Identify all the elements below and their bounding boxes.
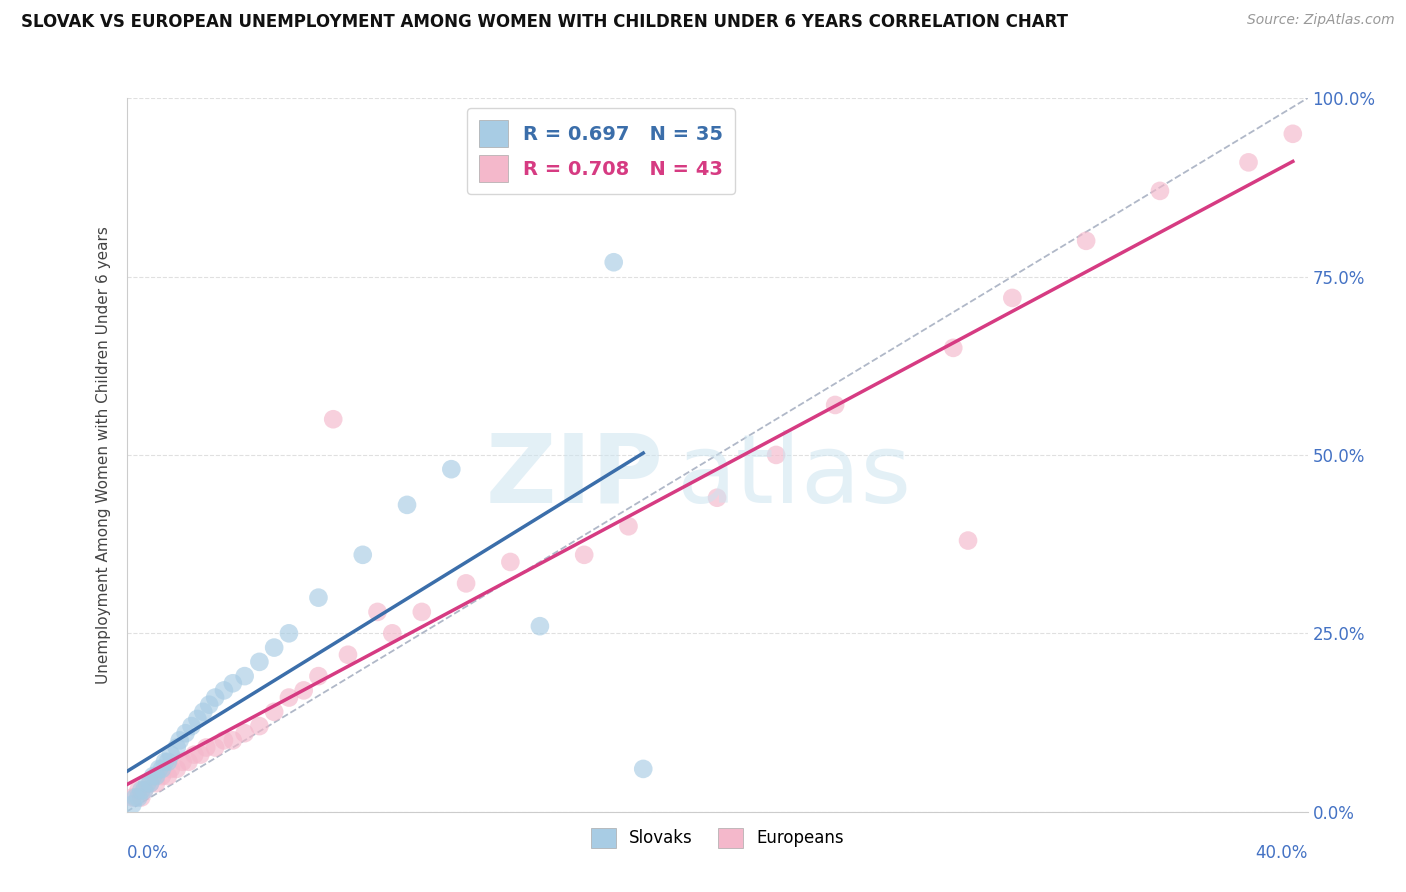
Point	[204, 690, 226, 705]
Point	[180, 719, 202, 733]
Point	[824, 398, 846, 412]
Point	[166, 740, 188, 755]
Point	[278, 626, 301, 640]
Point	[188, 747, 211, 762]
Point	[956, 533, 979, 548]
Text: 0.0%: 0.0%	[127, 844, 169, 862]
Point	[186, 712, 208, 726]
Point	[602, 255, 624, 269]
Point	[150, 769, 173, 783]
Point	[139, 776, 162, 790]
Point	[278, 690, 301, 705]
Point	[156, 769, 179, 783]
Text: SLOVAK VS EUROPEAN UNEMPLOYMENT AMONG WOMEN WITH CHILDREN UNDER 6 YEARS CORRELAT: SLOVAK VS EUROPEAN UNEMPLOYMENT AMONG WO…	[21, 13, 1069, 31]
Point	[1076, 234, 1098, 248]
Point	[529, 619, 551, 633]
Text: atlas: atlas	[676, 430, 911, 523]
Text: ZIP: ZIP	[486, 430, 664, 523]
Point	[145, 776, 167, 790]
Point	[177, 755, 200, 769]
Point	[307, 591, 329, 605]
Point	[263, 705, 285, 719]
Point	[183, 747, 205, 762]
Point	[212, 733, 235, 747]
Point	[156, 755, 179, 769]
Point	[366, 605, 388, 619]
Point	[247, 719, 270, 733]
Point	[706, 491, 728, 505]
Point	[617, 519, 640, 533]
Point	[121, 797, 143, 812]
Point	[160, 747, 183, 762]
Point	[139, 776, 162, 790]
Point	[148, 762, 170, 776]
Point	[574, 548, 596, 562]
Point	[233, 726, 256, 740]
Point	[145, 769, 167, 783]
Point	[247, 655, 270, 669]
Point	[127, 790, 149, 805]
Point	[134, 783, 156, 797]
Point	[121, 790, 143, 805]
Point	[942, 341, 965, 355]
Point	[322, 412, 344, 426]
Point	[396, 498, 419, 512]
Point	[411, 605, 433, 619]
Point	[1237, 155, 1260, 169]
Point	[633, 762, 655, 776]
Point	[1282, 127, 1305, 141]
Point	[153, 755, 176, 769]
Point	[352, 548, 374, 562]
Point	[263, 640, 285, 655]
Text: 40.0%: 40.0%	[1256, 844, 1308, 862]
Point	[440, 462, 463, 476]
Point	[292, 683, 315, 698]
Point	[195, 740, 218, 755]
Point	[454, 576, 477, 591]
Point	[222, 733, 245, 747]
Point	[124, 790, 146, 805]
Point	[150, 762, 173, 776]
Point	[136, 776, 159, 790]
Point	[381, 626, 404, 640]
Point	[174, 726, 197, 740]
Point	[166, 762, 188, 776]
Point	[134, 783, 156, 797]
Point	[222, 676, 245, 690]
Point	[1149, 184, 1171, 198]
Point	[307, 669, 329, 683]
Point	[129, 790, 153, 805]
Point	[337, 648, 360, 662]
Point	[233, 669, 256, 683]
Point	[1001, 291, 1024, 305]
Point	[193, 705, 215, 719]
Point	[160, 762, 183, 776]
Point	[765, 448, 787, 462]
Text: Source: ZipAtlas.com: Source: ZipAtlas.com	[1247, 13, 1395, 28]
Point	[499, 555, 522, 569]
Legend: Slovaks, Europeans: Slovaks, Europeans	[583, 822, 851, 855]
Point	[198, 698, 221, 712]
Point	[204, 740, 226, 755]
Point	[169, 733, 191, 747]
Point	[129, 783, 153, 797]
Point	[127, 783, 149, 797]
Point	[172, 755, 194, 769]
Point	[142, 769, 165, 783]
Y-axis label: Unemployment Among Women with Children Under 6 years: Unemployment Among Women with Children U…	[96, 226, 111, 684]
Point	[212, 683, 235, 698]
